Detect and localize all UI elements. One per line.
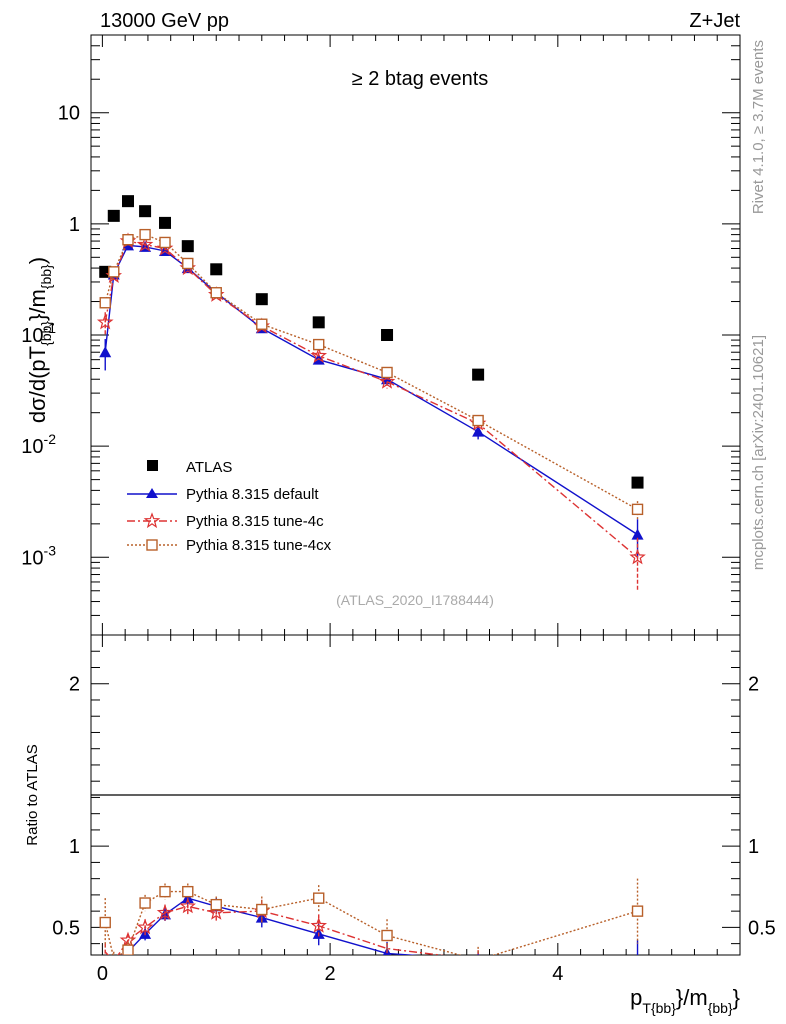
pythia-8-315-tune-4cx-point <box>122 234 134 246</box>
atlas-data-point <box>312 316 325 329</box>
legend: ATLAS Pythia 8.315 default Pythia 8.315 … <box>127 459 332 554</box>
pythia-8-315-tune-4cx-point <box>139 228 151 241</box>
ratio-pythia-8-315-tune-4cx-line <box>104 890 638 955</box>
ratio-pythia-8-315-tune-4cx-point <box>122 944 134 955</box>
ratio-y-axis-label: Ratio to ATLAS <box>24 744 41 845</box>
ratio-y-tick-label: 1 <box>69 836 80 858</box>
legend-marker-default <box>146 488 158 498</box>
legend-marker-tune4c <box>143 512 161 529</box>
ratio-pythia-8-315-tune-4cx-point <box>182 885 194 898</box>
atlas-data-point <box>159 216 172 229</box>
pythia-8-315-tune-4c-point <box>136 235 154 252</box>
legend-label-tune4cx: Pythia 8.315 tune-4cx <box>186 537 332 554</box>
ratio-pythia-8-315-tune-4cx-point <box>631 905 644 917</box>
atlas-data-point <box>381 329 394 341</box>
ratio-pythia-8-315-tune-4cx-point <box>381 929 393 942</box>
ratio-y-tick-label-right: 2 <box>748 674 759 696</box>
ratio-pythia-8-315-tune-4c-point <box>136 918 154 935</box>
y-tick-label: 10 <box>58 103 80 125</box>
pythia-8-315-tune-4cx-point <box>210 287 222 299</box>
atlas-data-point <box>472 368 485 381</box>
x-axis-label: pT{bb}}/m{bb}} <box>630 985 740 1016</box>
y-tick-label: 10-2 <box>21 431 56 458</box>
ratio-pythia-8-315-tune-4c-point <box>156 904 174 920</box>
energy-label: 13000 GeV pp <box>100 10 229 32</box>
pythia-8-315-tune-4cx-point <box>159 236 171 249</box>
atlas-data-point <box>181 240 194 253</box>
atlas-data-point <box>255 293 268 306</box>
atlas-data-point <box>139 205 152 218</box>
atlas-data-point <box>631 476 644 489</box>
pythia-8-315-tune-4cx-point <box>99 297 111 309</box>
mcplots-label: mcplots.cern.ch [arXiv:2401.10621] <box>750 335 767 570</box>
pythia-8-315-tune-4cx-point <box>256 318 268 330</box>
legend-label-default: Pythia 8.315 default <box>186 486 319 503</box>
y-tick-label: 10-3 <box>21 542 56 569</box>
ratio-pythia-8-315-tune-4cx-point <box>99 916 111 929</box>
pythia-8-315-tune-4cx-point <box>313 338 325 351</box>
legend-marker-atlas <box>147 460 158 471</box>
pythia-8-315-tune-4c-point <box>96 313 114 330</box>
pythia-8-315-tune-4c-point <box>310 347 328 363</box>
pythia-8-315-default-point <box>631 528 644 540</box>
ratio-y-tick-label: 0.5 <box>52 917 80 939</box>
ratio-series-group <box>99 878 644 955</box>
pythia-8-315-tune-4cx-point <box>182 257 194 270</box>
pythia-8-315-tune-4cx-point <box>108 266 120 278</box>
rivet-version-label: Rivet 4.1.0, ≥ 3.7M events <box>750 40 767 214</box>
main-chart-title: ≥ 2 btag events <box>352 68 489 90</box>
legend-label-atlas: ATLAS <box>186 459 232 476</box>
main-y-axis-label: dσ/d(pT{bb}}/m{bb}) <box>25 257 54 423</box>
ratio-pythia-8-315-tune-4cx-point <box>210 898 222 911</box>
atlas-data-point <box>122 195 135 208</box>
pythia-8-315-tune-4cx-point <box>472 414 484 427</box>
ratio-pythia-8-315-tune-4cx-point <box>139 897 151 909</box>
ratio-pythia-8-315-tune-4cx-point <box>159 885 171 898</box>
pythia-8-315-tune-4c-line <box>104 240 638 558</box>
legend-marker-tune4cx <box>146 539 158 551</box>
ratio-pythia-8-315-tune-4c-point <box>207 904 225 920</box>
ratio-pythia-8-315-tune-4cx-point <box>313 892 325 904</box>
legend-label-tune4c: Pythia 8.315 tune-4c <box>186 513 324 530</box>
main-series-group <box>96 195 646 591</box>
ratio-pythia-8-315-tune-4c-point <box>310 917 328 933</box>
pythia-8-315-tune-4cx-point <box>381 366 393 379</box>
ratio-y-tick-label: 2 <box>69 674 80 696</box>
ratio-y-tick-label-right: 0.5 <box>748 917 776 939</box>
pythia-8-315-tune-4cx-point <box>631 503 644 516</box>
atlas-data-point <box>210 263 223 276</box>
ratio-pythia-8-315-tune-4c-point <box>179 897 197 914</box>
ratio-pythia-8-315-tune-4c-line <box>104 905 445 955</box>
process-label: Z+Jet <box>689 10 740 32</box>
atlas-data-point <box>107 209 120 222</box>
x-tick-label: 4 <box>552 963 563 985</box>
analysis-watermark: (ATLAS_2020_I1788444) <box>336 592 494 608</box>
pythia-8-315-default-point <box>472 425 485 437</box>
y-tick-label: 10-1 <box>21 320 56 347</box>
pythia-8-315-tune-4c-point <box>629 548 646 565</box>
y-tick-label: 1 <box>69 214 80 236</box>
pythia-8-315-default-point <box>99 346 112 358</box>
x-tick-label: 2 <box>325 963 336 985</box>
x-tick-label: 0 <box>97 963 108 985</box>
pythia-8-315-tune-4c-point <box>378 373 396 389</box>
ratio-y-tick-label-right: 1 <box>748 836 759 858</box>
ratio-pythia-8-315-tune-4cx-point <box>256 903 268 916</box>
axes-group: 0 2 4 10-3 10-2 10-1 1 10 0.5 0.5 1 1 2 2 <box>21 34 776 985</box>
